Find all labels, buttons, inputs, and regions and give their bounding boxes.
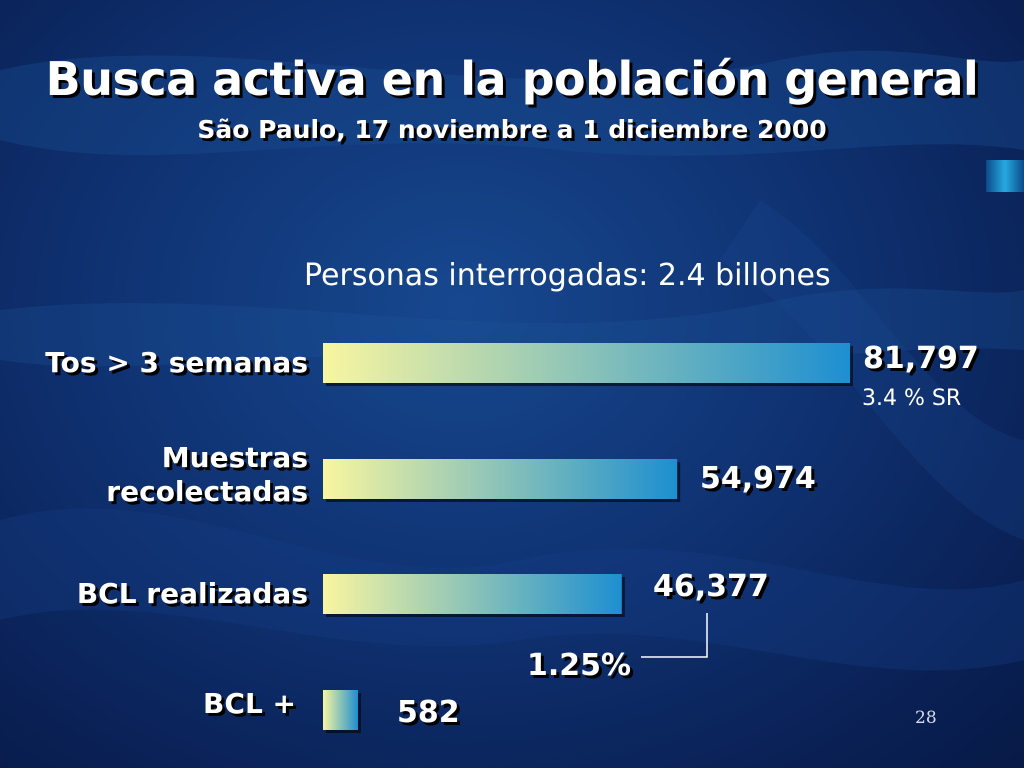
swoosh-top bbox=[0, 50, 1024, 156]
category-label-bcl-positivo: BCL +BCL + bbox=[203, 687, 299, 723]
svg-text:BCL +: BCL + bbox=[206, 690, 299, 723]
svg-text:46,377: 46,377 bbox=[653, 569, 769, 604]
svg-text:Muestras: Muestras bbox=[165, 444, 311, 477]
svg-text:582: 582 bbox=[400, 698, 463, 733]
bar-tos bbox=[323, 343, 850, 383]
people-interviewed-headline: Personas interrogadas: 2.4 billones bbox=[304, 258, 831, 293]
annotation-positive-rate: 1.25%1.25% bbox=[527, 648, 634, 686]
slide-subtitle: São Paulo, 17 noviembre a 1 diciembre 20… bbox=[197, 115, 827, 144]
side-tab-accent bbox=[986, 160, 1024, 192]
svg-text:Tos > 3 semanas: Tos > 3 semanas bbox=[45, 346, 308, 379]
svg-text:1.25%: 1.25% bbox=[527, 648, 631, 683]
svg-text:54,974: 54,974 bbox=[703, 464, 819, 499]
connector-bracket bbox=[641, 613, 708, 658]
slide-number: 28 bbox=[915, 708, 937, 728]
svg-text:1.25%: 1.25% bbox=[530, 651, 634, 686]
svg-text:BCL realizadas: BCL realizadas bbox=[77, 577, 308, 610]
svg-text:582: 582 bbox=[397, 695, 460, 730]
svg-text:BCL +: BCL + bbox=[203, 687, 296, 720]
bar-bcl-realizadas bbox=[323, 574, 622, 614]
svg-text:Muestras: Muestras bbox=[162, 441, 308, 474]
slide-title: Busca activa en la población general bbox=[45, 52, 979, 106]
svg-text:recolectadas: recolectadas bbox=[106, 475, 308, 508]
svg-text:54,974: 54,974 bbox=[700, 461, 816, 496]
swoosh-right bbox=[720, 200, 1024, 540]
bar-muestras bbox=[323, 459, 678, 499]
svg-text:BCL realizadas: BCL realizadas bbox=[80, 580, 311, 613]
svg-text:81,797: 81,797 bbox=[863, 341, 979, 376]
svg-text:46,377: 46,377 bbox=[656, 572, 772, 607]
svg-text:Tos > 3 semanas: Tos > 3 semanas bbox=[48, 349, 311, 382]
annotation-tos-share: 3.4 % SR bbox=[862, 386, 961, 411]
svg-text:recolectadas: recolectadas bbox=[109, 478, 311, 511]
svg-text:81,797: 81,797 bbox=[866, 344, 982, 379]
bar-bcl-positivo bbox=[323, 690, 358, 730]
